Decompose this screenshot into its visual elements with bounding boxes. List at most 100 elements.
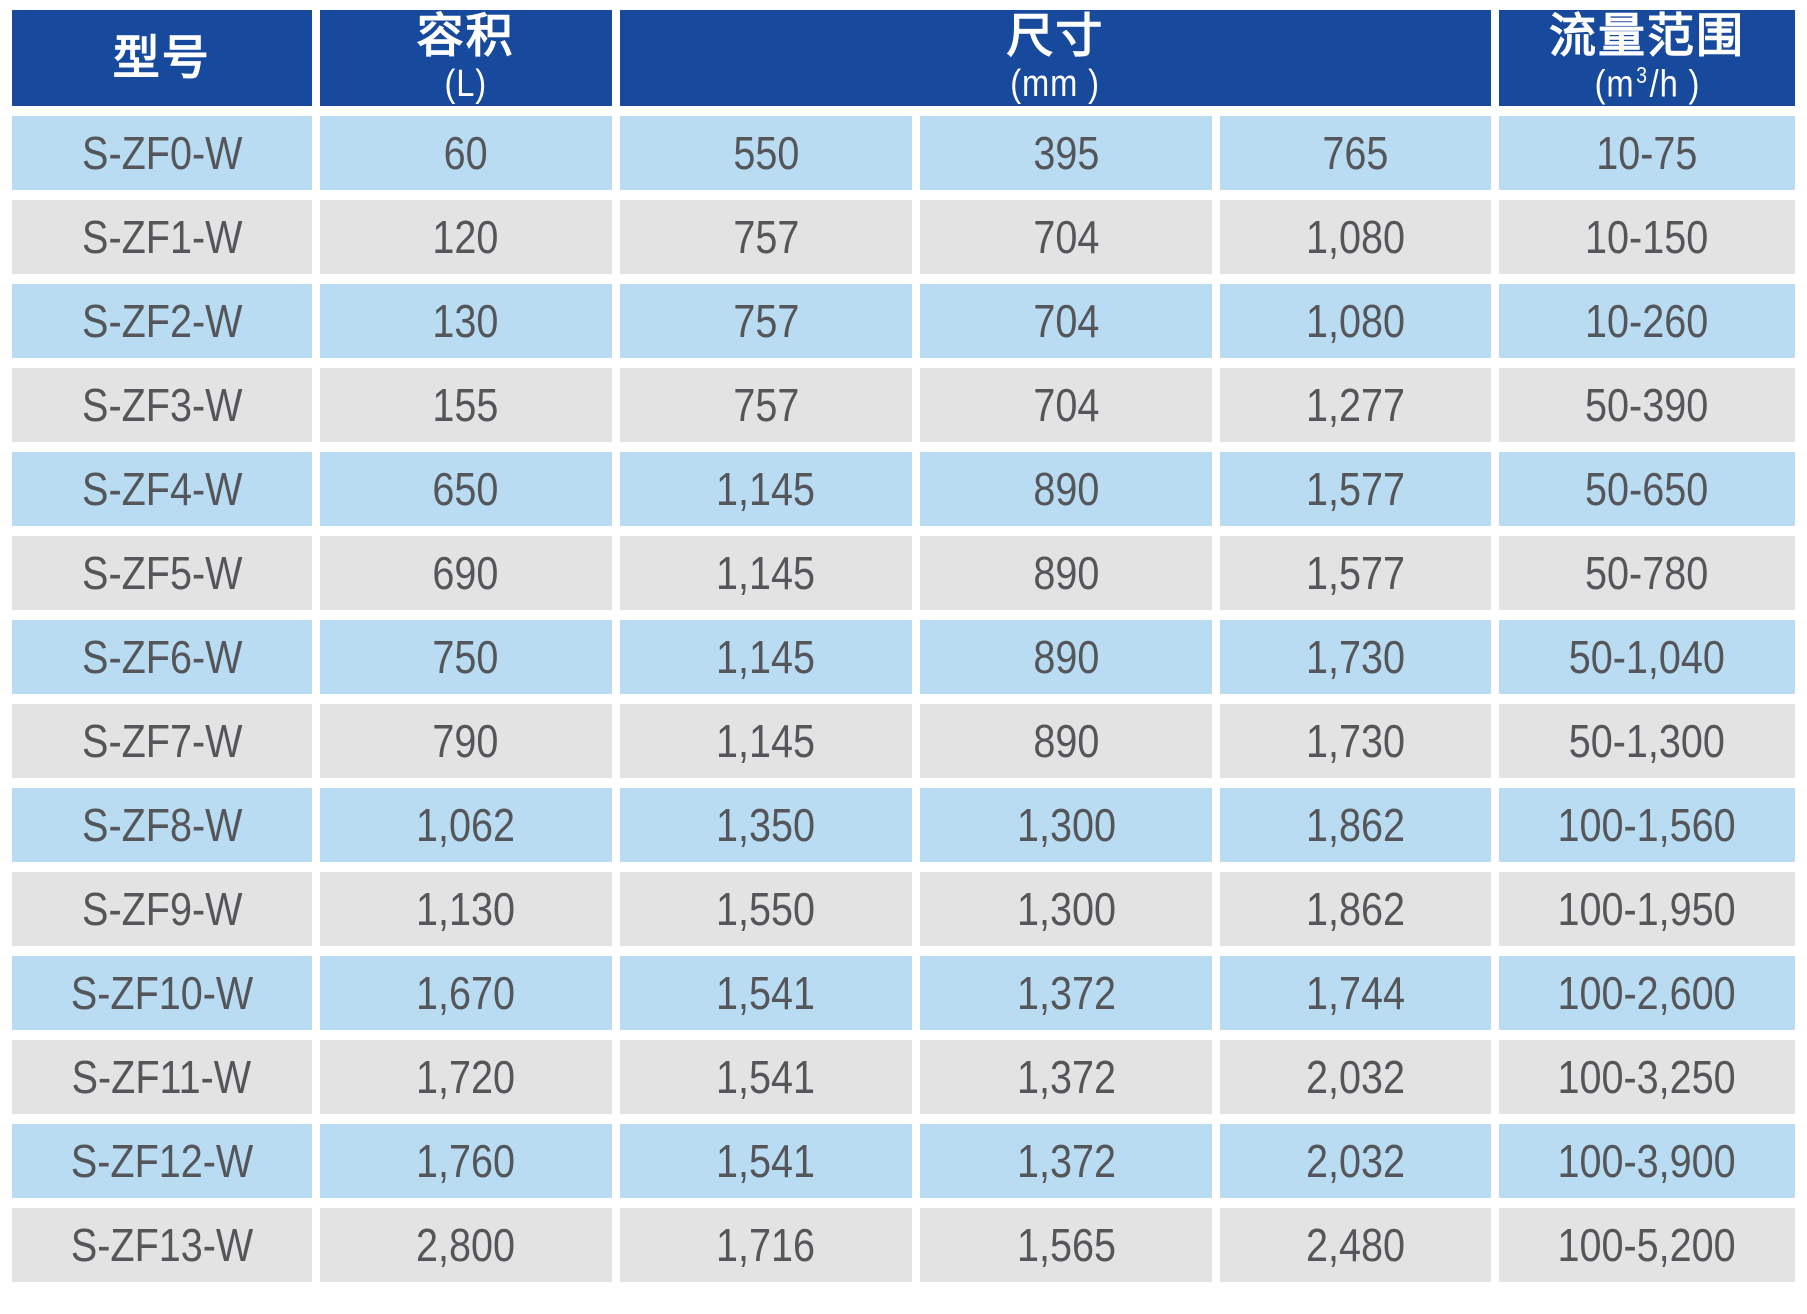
cell-value: 1,730 bbox=[1306, 630, 1406, 683]
cell-value: S-ZF9-W bbox=[81, 882, 242, 935]
header-dimensions-label: 尺寸 bbox=[1006, 9, 1105, 63]
table-row: S-ZF13-W 2,800 1,716 1,565 2,480 100-5,200 bbox=[12, 1207, 1795, 1282]
table-row: S-ZF7-W 790 1,145 890 1,730 50-1,300 bbox=[12, 703, 1795, 778]
cell-value: 100-3,250 bbox=[1557, 1050, 1737, 1103]
cell-dim-l: 1,541 bbox=[619, 1123, 913, 1198]
cell-model: S-ZF4-W bbox=[12, 451, 312, 526]
cell-value: S-ZF4-W bbox=[81, 462, 242, 515]
cell-dim-l: 757 bbox=[619, 199, 913, 274]
cell-value: 1,716 bbox=[716, 1218, 816, 1271]
cell-model: S-ZF13-W bbox=[12, 1207, 312, 1282]
cell-value: 765 bbox=[1322, 126, 1389, 179]
cell-dim-l: 1,541 bbox=[619, 1039, 913, 1114]
cell-volume: 1,130 bbox=[319, 871, 612, 946]
cell-value: 120 bbox=[432, 210, 499, 263]
cell-value: 100-2,600 bbox=[1557, 966, 1737, 1019]
cell-model: S-ZF6-W bbox=[12, 619, 312, 694]
cell-value: 1,744 bbox=[1306, 966, 1406, 1019]
cell-value: S-ZF5-W bbox=[81, 546, 242, 599]
cell-value: 690 bbox=[432, 546, 499, 599]
cell-value: 1,080 bbox=[1306, 210, 1406, 263]
cell-value: S-ZF12-W bbox=[70, 1134, 253, 1187]
cell-value: 10-260 bbox=[1585, 294, 1709, 347]
cell-volume: 1,760 bbox=[319, 1123, 612, 1198]
cell-value: 100-1,950 bbox=[1557, 882, 1737, 935]
cell-value: S-ZF6-W bbox=[81, 630, 242, 683]
header-flow-range-unit: (m3/h ) bbox=[1594, 61, 1700, 106]
cell-value: 1,577 bbox=[1306, 462, 1406, 515]
cell-value: 890 bbox=[1033, 546, 1100, 599]
cell-value: 50-650 bbox=[1585, 462, 1709, 515]
cell-value: 1,372 bbox=[1016, 1050, 1116, 1103]
cell-value: S-ZF8-W bbox=[81, 798, 242, 851]
cell-dim-h: 1,577 bbox=[1220, 451, 1492, 526]
cell-value: S-ZF7-W bbox=[81, 714, 242, 767]
cell-model: S-ZF10-W bbox=[12, 955, 312, 1030]
cell-value: 1,541 bbox=[716, 966, 816, 1019]
cell-value: S-ZF11-W bbox=[72, 1050, 252, 1103]
cell-dim-w: 1,300 bbox=[920, 787, 1213, 862]
cell-volume: 155 bbox=[319, 367, 612, 442]
cell-value: 50-780 bbox=[1585, 546, 1709, 599]
cell-value: 1,577 bbox=[1306, 546, 1406, 599]
table-row: S-ZF4-W 650 1,145 890 1,577 50-650 bbox=[12, 451, 1795, 526]
table-row: S-ZF11-W 1,720 1,541 1,372 2,032 100-3,250 bbox=[12, 1039, 1795, 1114]
cell-value: 750 bbox=[432, 630, 499, 683]
cell-dim-w: 890 bbox=[920, 619, 1213, 694]
cell-value: 155 bbox=[432, 378, 499, 431]
cell-volume: 1,670 bbox=[319, 955, 612, 1030]
cell-volume: 690 bbox=[319, 535, 612, 610]
cell-value: S-ZF3-W bbox=[81, 378, 242, 431]
cell-value: 1,760 bbox=[416, 1134, 516, 1187]
table-row: S-ZF9-W 1,130 1,550 1,300 1,862 100-1,950 bbox=[12, 871, 1795, 946]
cell-value: 1,145 bbox=[716, 462, 816, 515]
cell-value: 650 bbox=[432, 462, 499, 515]
cell-dim-h: 1,577 bbox=[1220, 535, 1492, 610]
cell-model: S-ZF12-W bbox=[12, 1123, 312, 1198]
cell-value: 704 bbox=[1033, 294, 1100, 347]
cell-flow: 10-260 bbox=[1499, 283, 1795, 358]
cell-value: 100-3,900 bbox=[1557, 1134, 1737, 1187]
header-dimensions: 尺寸 (mm ) bbox=[619, 9, 1492, 106]
cell-value: 1,145 bbox=[716, 546, 816, 599]
cell-dim-w: 1,565 bbox=[920, 1207, 1213, 1282]
cell-value: 10-150 bbox=[1585, 210, 1709, 263]
cell-dim-l: 1,716 bbox=[619, 1207, 913, 1282]
cell-value: 1,277 bbox=[1306, 378, 1406, 431]
cell-value: 2,800 bbox=[416, 1218, 516, 1271]
cell-flow: 10-75 bbox=[1499, 115, 1795, 190]
table-row: S-ZF2-W 130 757 704 1,080 10-260 bbox=[12, 283, 1795, 358]
cell-value: 2,032 bbox=[1306, 1050, 1406, 1103]
cell-volume: 1,720 bbox=[319, 1039, 612, 1114]
table-row: S-ZF0-W 60 550 395 765 10-75 bbox=[12, 115, 1795, 190]
cell-dim-h: 1,277 bbox=[1220, 367, 1492, 442]
cell-value: 50-390 bbox=[1585, 378, 1709, 431]
cell-dim-w: 704 bbox=[920, 283, 1213, 358]
cell-volume: 650 bbox=[319, 451, 612, 526]
cell-value: 2,480 bbox=[1306, 1218, 1406, 1271]
cell-dim-l: 1,145 bbox=[619, 451, 913, 526]
cell-dim-w: 1,372 bbox=[920, 1039, 1213, 1114]
cell-model: S-ZF5-W bbox=[12, 535, 312, 610]
cell-value: 1,372 bbox=[1016, 966, 1116, 1019]
cell-value: 60 bbox=[443, 126, 488, 179]
cell-dim-h: 2,480 bbox=[1220, 1207, 1492, 1282]
cell-value: 1,372 bbox=[1016, 1134, 1116, 1187]
cell-volume: 2,800 bbox=[319, 1207, 612, 1282]
header-dimensions-unit: (mm ) bbox=[1010, 62, 1101, 105]
cell-model: S-ZF7-W bbox=[12, 703, 312, 778]
table-row: S-ZF5-W 690 1,145 890 1,577 50-780 bbox=[12, 535, 1795, 610]
cell-model: S-ZF11-W bbox=[12, 1039, 312, 1114]
cell-value: 890 bbox=[1033, 714, 1100, 767]
cell-value: S-ZF10-W bbox=[70, 966, 253, 1019]
cell-value: 1,720 bbox=[416, 1050, 516, 1103]
superscript-3: 3 bbox=[1635, 61, 1648, 88]
table-row: S-ZF3-W 155 757 704 1,277 50-390 bbox=[12, 367, 1795, 442]
cell-value: 790 bbox=[432, 714, 499, 767]
cell-value: 1,130 bbox=[416, 882, 516, 935]
cell-flow: 50-650 bbox=[1499, 451, 1795, 526]
cell-model: S-ZF2-W bbox=[12, 283, 312, 358]
cell-value: 2,032 bbox=[1306, 1134, 1406, 1187]
cell-flow: 10-150 bbox=[1499, 199, 1795, 274]
